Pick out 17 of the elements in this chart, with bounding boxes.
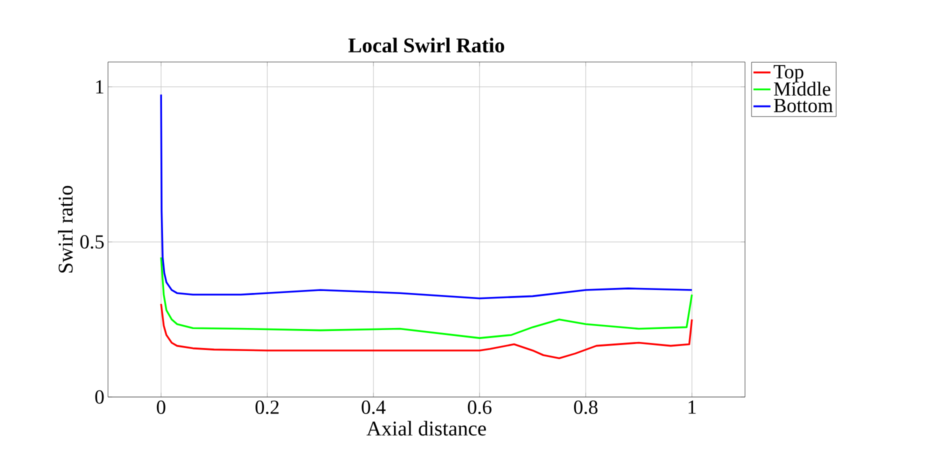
y-tick-label: 1 (96, 80, 104, 94)
legend-label: Middle (774, 82, 830, 96)
x-tick-label: 0.6 (468, 400, 492, 414)
line-series (160, 256, 693, 339)
x-tick-label: 0.8 (574, 400, 598, 414)
y-tick-label: 0 (95, 390, 104, 404)
legend-label: Top (774, 65, 804, 82)
y-tick-label: 0.5 (80, 235, 104, 249)
y-axis-title: Swirl ratio (58, 186, 73, 273)
x-tick-label: 0.4 (362, 400, 386, 414)
line-series (160, 94, 693, 300)
chart-title: Local Swirl Ratio (348, 38, 504, 52)
x-axis-title: Axial distance (366, 420, 486, 436)
x-tick-label: 1 (688, 400, 696, 414)
x-tick-label: 0 (156, 400, 166, 414)
legend-label: Bottom (774, 99, 833, 112)
x-tick-label: 0.2 (256, 400, 279, 414)
